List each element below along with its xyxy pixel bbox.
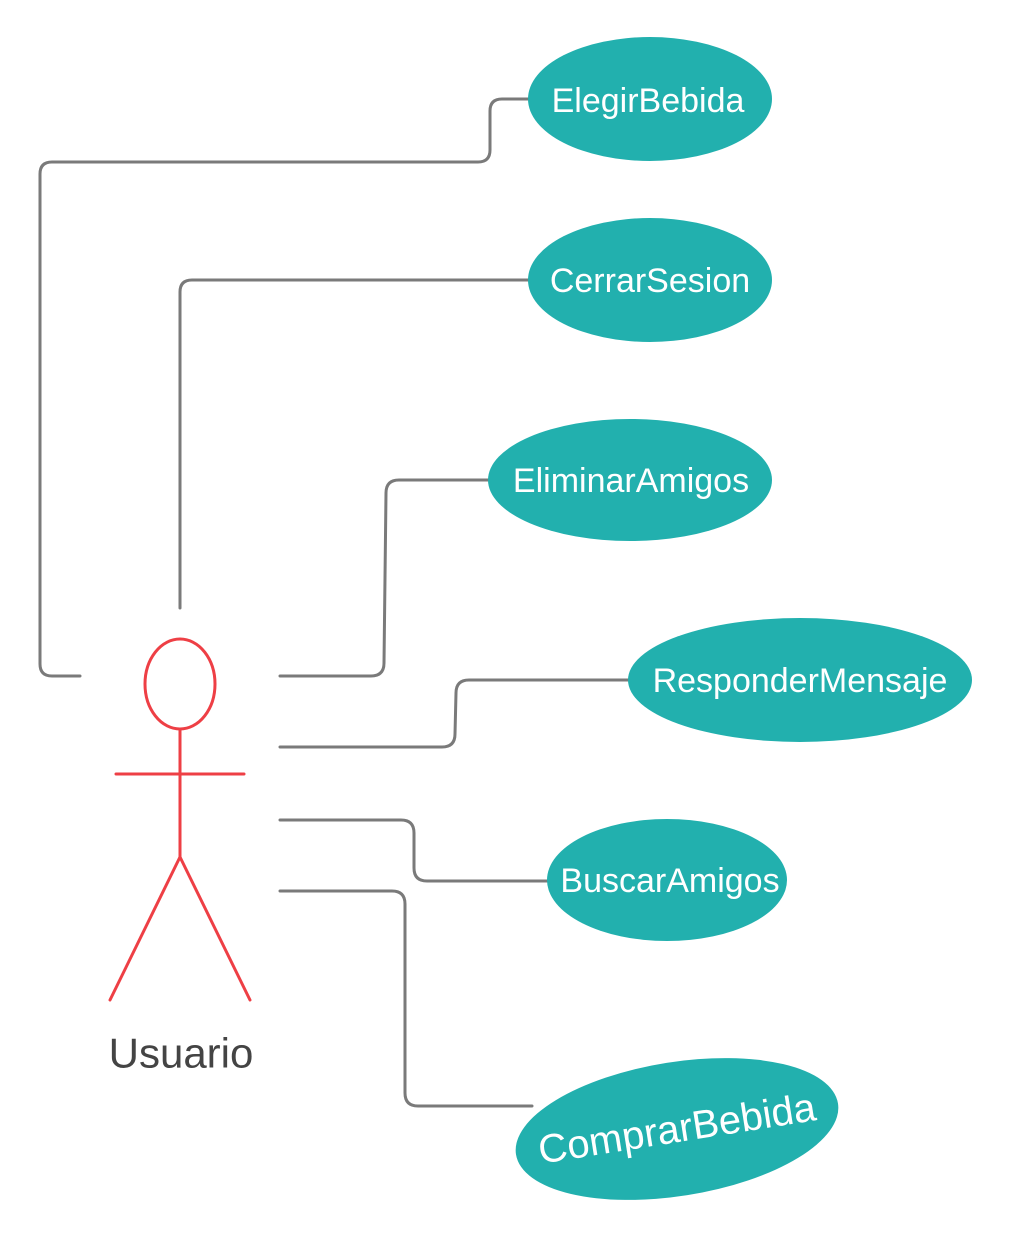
use-case-shape xyxy=(528,218,772,342)
use-case-comprar-bebida[interactable]: ComprarBebida xyxy=(506,1037,849,1220)
connector-cerrar-sesion xyxy=(178,278,532,610)
actor-usuario[interactable]: Usuario xyxy=(108,637,254,1077)
use-case-shape xyxy=(515,1058,839,1200)
connector-comprar-bebida xyxy=(278,889,534,1108)
use-case-responder-mensaje[interactable]: ResponderMensaje xyxy=(628,618,972,742)
connector-responder-mensaje xyxy=(278,678,632,749)
use-case-shape xyxy=(488,419,772,541)
actor-head xyxy=(143,637,217,731)
connector-elegir-bebida xyxy=(38,97,532,678)
use-case-label: BuscarAmigos xyxy=(560,862,779,900)
use-case-shape xyxy=(528,37,772,161)
use-case-cerrar-sesion[interactable]: CerrarSesion xyxy=(528,218,772,342)
use-case-label: ResponderMensaje xyxy=(653,662,948,700)
actor-label: Usuario xyxy=(109,1030,254,1077)
use-case-buscar-amigos[interactable]: BuscarAmigos xyxy=(547,819,787,941)
connectors xyxy=(38,97,632,1108)
connector-eliminar-amigos xyxy=(278,478,492,678)
use-case-elegir-bebida[interactable]: ElegirBebida xyxy=(528,37,772,161)
connector-buscar-amigos xyxy=(278,818,550,883)
actor-right-leg xyxy=(178,855,252,1002)
use-case-label: CerrarSesion xyxy=(550,262,750,300)
use-case-shape xyxy=(547,819,787,941)
actor-left-leg xyxy=(108,855,182,1002)
use-case-shape xyxy=(628,618,972,742)
use-case-eliminar-amigos[interactable]: EliminarAmigos xyxy=(488,419,772,541)
use-case-label: EliminarAmigos xyxy=(513,462,749,500)
use-case-label: ElegirBebida xyxy=(552,82,745,120)
